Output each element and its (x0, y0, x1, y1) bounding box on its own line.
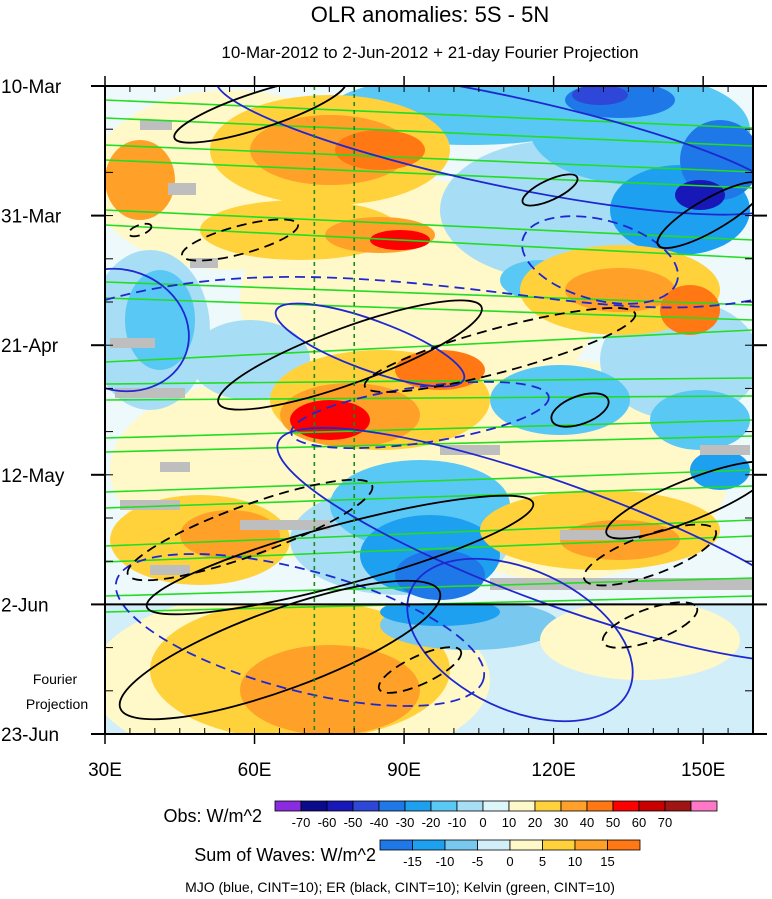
y-tick-label: 12-May (1, 466, 65, 487)
waves-legend-swatch (607, 839, 641, 851)
obs-legend-level-label: -60 (318, 815, 337, 830)
x-tick-label: 60E (238, 760, 272, 781)
projection-label-line2: Projection (26, 696, 88, 712)
waves-legend-label: Sum of Waves: W/m^2 (194, 845, 376, 865)
obs-legend-level-label: 60 (632, 815, 646, 830)
obs-legend-swatch (690, 800, 718, 812)
obs-legend-level-label: 20 (528, 815, 542, 830)
x-tick-label: 90E (387, 760, 421, 781)
obs-legend-level-label: 10 (502, 815, 516, 830)
obs-legend-level-label: -20 (422, 815, 441, 830)
obs-legend-swatch (274, 800, 302, 812)
obs-legend-swatch (352, 800, 380, 812)
obs-legend-swatch (586, 800, 614, 812)
obs-legend-label: Obs: W/m^2 (164, 806, 262, 826)
obs-legend-swatch (430, 800, 458, 812)
kelvin-wave-contours (105, 99, 753, 613)
chart-title: OLR anomalies: 5S - 5N (311, 2, 549, 27)
obs-legend-level-label: -50 (344, 815, 363, 830)
obs-legend-level-label: -70 (292, 815, 311, 830)
obs-legend: Obs: W/m^2 -70 -60 -50 -40 -30 -20 -10 0 10 20 30 4… (164, 800, 718, 830)
axes: 30E 60E 90E 120E 150E 10-Mar 31-Mar 21-Apr 12-Ma… (1, 76, 767, 781)
obs-legend-swatch (300, 800, 328, 812)
y-tick-label: 23-Jun (1, 725, 59, 746)
obs-legend-level-label: -10 (448, 815, 467, 830)
obs-legend-swatch (638, 800, 666, 812)
waves-legend-swatch (379, 839, 413, 851)
obs-legend-level-label: -40 (370, 815, 389, 830)
obs-anomaly-field (105, 86, 753, 604)
waves-legend-swatch (412, 839, 446, 851)
wave-contours (105, 86, 753, 723)
waves-legend-level-label: -15 (403, 854, 422, 869)
waves-legend-swatch (509, 839, 543, 851)
x-tick-label: 30E (88, 760, 122, 781)
obs-legend-level-label: 0 (479, 815, 486, 830)
reference-lines (313, 86, 356, 734)
obs-legend-level-label: -30 (396, 815, 415, 830)
projection-label-line1: Fourier (33, 671, 78, 687)
obs-legend-level-label: 40 (580, 815, 594, 830)
obs-legend-swatch (612, 800, 640, 812)
y-tick-label: 31-Mar (1, 207, 62, 228)
obs-legend-level-label: 30 (554, 815, 568, 830)
footnote: MJO (blue, CINT=10); ER (black, CINT=10)… (185, 879, 615, 895)
y-tick-label: 10-Mar (1, 77, 62, 98)
obs-legend-swatch (534, 800, 562, 812)
y-tick-label: 2-Jun (1, 595, 49, 616)
obs-legend-swatch (456, 800, 484, 812)
mjo-contours (105, 86, 753, 723)
obs-legend-level-label: 70 (658, 815, 672, 830)
projection-field (105, 604, 753, 734)
waves-legend-level-label: 0 (506, 854, 513, 869)
obs-legend-swatch (482, 800, 510, 812)
waves-legend: Sum of Waves: W/m^2 -15 -10 -5 0 5 10 15 (194, 839, 641, 869)
chart-subtitle: 10-Mar-2012 to 2-Jun-2012 + 21-day Fouri… (221, 43, 638, 62)
x-tick-label: 120E (531, 760, 575, 781)
x-tick-label: 150E (681, 760, 725, 781)
waves-legend-level-label: -5 (472, 854, 484, 869)
obs-legend-level-label: 50 (606, 815, 620, 830)
waves-legend-swatch (574, 839, 608, 851)
obs-legend-swatch (404, 800, 432, 812)
waves-legend-level-label: 10 (568, 854, 582, 869)
waves-legend-swatch (542, 839, 576, 851)
waves-legend-swatch (477, 839, 511, 851)
y-tick-label: 21-Apr (1, 336, 59, 357)
obs-legend-swatch (326, 800, 354, 812)
waves-legend-level-label: 15 (600, 854, 614, 869)
waves-legend-level-label: 5 (539, 854, 546, 869)
waves-legend-level-label: -10 (436, 854, 455, 869)
obs-legend-swatch (378, 800, 406, 812)
obs-legend-swatch (664, 800, 692, 812)
obs-legend-swatch (560, 800, 588, 812)
obs-legend-swatch (508, 800, 536, 812)
er-contours (118, 86, 753, 721)
waves-legend-swatch (444, 839, 478, 851)
